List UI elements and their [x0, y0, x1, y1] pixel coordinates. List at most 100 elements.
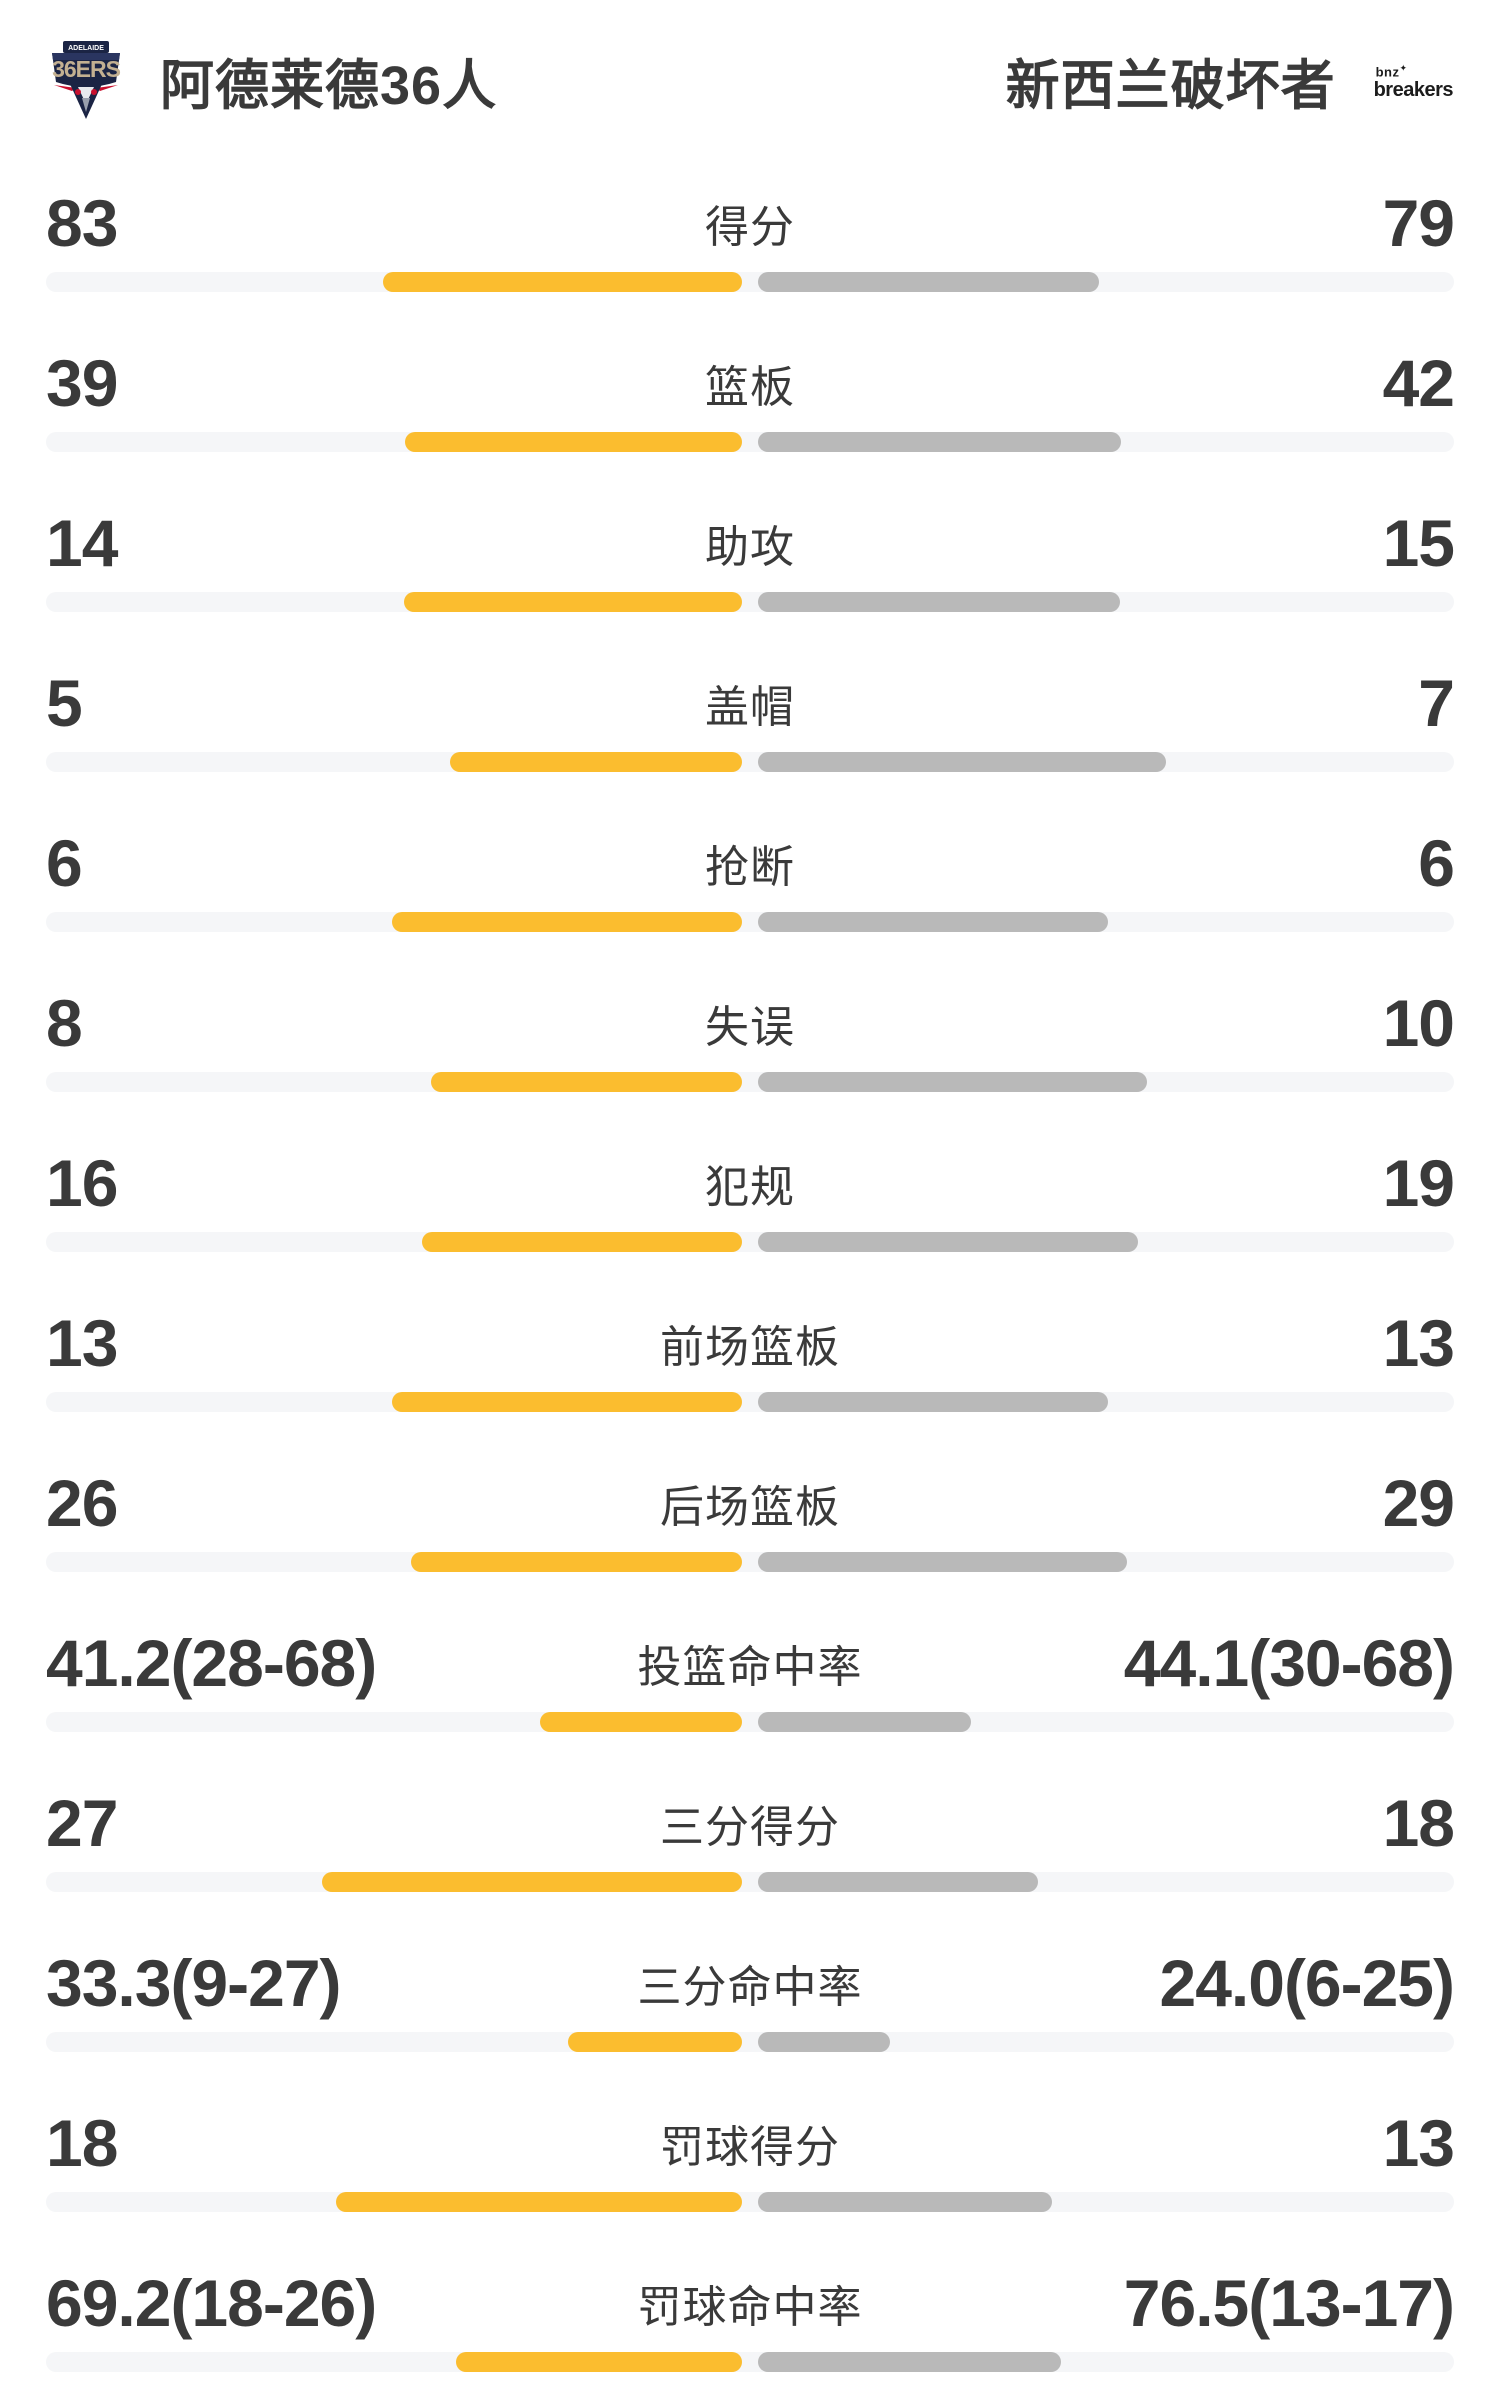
home-bar	[411, 1552, 742, 1572]
stat-row: 6 抢断 6	[0, 800, 1500, 960]
away-value: 18	[1382, 1786, 1455, 1860]
stat-row: 69.2(18-26) 罚球命中率 76.5(13-17)	[0, 2240, 1500, 2400]
stat-row: 26 后场篮板 29	[0, 1440, 1500, 1600]
away-bar	[758, 2192, 1052, 2212]
home-value: 41.2(28-68)	[46, 1626, 377, 1700]
home-value: 69.2(18-26)	[46, 2266, 377, 2340]
away-value: 13	[1382, 1306, 1455, 1380]
home-team-header: ADELAIDE 36ERS 阿德莱德36人	[48, 40, 1006, 120]
away-value: 76.5(13-17)	[1123, 2266, 1455, 2340]
away-bar	[758, 272, 1099, 292]
away-bar	[758, 1872, 1038, 1892]
stat-label: 抢断	[705, 843, 795, 892]
home-value: 14	[46, 506, 118, 580]
home-value: 33.3(9-27)	[46, 1946, 342, 2020]
stat-label: 盖帽	[705, 683, 795, 732]
stat-label: 罚球得分	[660, 2123, 840, 2172]
home-bar	[456, 2352, 742, 2372]
home-value: 6	[46, 826, 83, 900]
bar-track	[46, 272, 1454, 292]
home-value: 13	[46, 1306, 118, 1380]
home-team-name: 阿德莱德36人	[160, 55, 498, 116]
home-value: 83	[46, 186, 118, 260]
home-bar	[405, 432, 742, 452]
home-value: 8	[46, 986, 83, 1060]
stat-row: 27 三分得分 18	[0, 1760, 1500, 1920]
away-bar	[758, 912, 1108, 932]
away-value: 79	[1382, 186, 1455, 260]
home-value: 18	[46, 2106, 118, 2180]
away-value: 42	[1382, 346, 1455, 420]
home-value: 26	[46, 1466, 118, 1540]
away-value: 29	[1382, 1466, 1455, 1540]
away-value: 10	[1382, 986, 1455, 1060]
stat-row: 18 罚球得分 13	[0, 2080, 1500, 2240]
stat-label: 助攻	[705, 523, 795, 572]
home-bar	[431, 1072, 742, 1092]
home-value: 39	[46, 346, 118, 420]
away-bar	[758, 1232, 1138, 1252]
adelaide-36ers-logo-icon: ADELAIDE 36ERS	[52, 41, 122, 119]
stat-row: 83 得分 79	[0, 160, 1500, 320]
away-bar	[758, 1392, 1108, 1412]
away-bar	[758, 1712, 971, 1732]
bar-track	[46, 432, 1454, 452]
stat-row: 16 犯规 19	[0, 1120, 1500, 1280]
home-bar	[383, 272, 742, 292]
away-bar	[758, 1552, 1127, 1572]
stat-label: 得分	[705, 203, 795, 252]
bar-track	[46, 1712, 1454, 1732]
away-value: 44.1(30-68)	[1123, 1626, 1455, 1700]
stat-label: 篮板	[705, 363, 795, 412]
bar-track	[46, 1552, 1454, 1572]
bar-track	[46, 592, 1454, 612]
stat-row: 8 失误 10	[0, 960, 1500, 1120]
stat-label: 失误	[705, 1003, 795, 1052]
away-bar	[758, 2032, 890, 2052]
home-bar	[336, 2192, 742, 2212]
svg-text:ADELAIDE: ADELAIDE	[68, 45, 104, 52]
away-value: 6	[1418, 826, 1455, 900]
bnz-breakers-logo-icon: bnz✦ breakers	[1373, 62, 1454, 102]
stat-label: 投篮命中率	[637, 1643, 863, 1692]
bar-track	[46, 1232, 1454, 1252]
home-bar	[392, 1392, 742, 1412]
stat-label: 后场篮板	[660, 1483, 840, 1532]
stat-row: 39 篮板 42	[0, 320, 1500, 480]
stat-row: 13 前场篮板 13	[0, 1280, 1500, 1440]
away-bar	[758, 752, 1166, 772]
away-value: 19	[1382, 1146, 1455, 1220]
away-value: 24.0(6-25)	[1159, 1946, 1455, 2020]
away-value: 15	[1382, 506, 1455, 580]
svg-text:36ERS: 36ERS	[52, 56, 121, 82]
away-value: 13	[1382, 2106, 1455, 2180]
match-header: ADELAIDE 36ERS 阿德莱德36人 新西兰破坏者 bnz✦ break…	[0, 0, 1500, 160]
home-bar	[422, 1232, 742, 1252]
home-bar	[540, 1712, 742, 1732]
stat-label: 罚球命中率	[637, 2283, 863, 2332]
stat-label: 前场篮板	[660, 1323, 840, 1372]
stat-label: 三分得分	[660, 1803, 840, 1852]
stat-row: 41.2(28-68) 投篮命中率 44.1(30-68)	[0, 1600, 1500, 1760]
bar-track	[46, 1872, 1454, 1892]
home-bar	[392, 912, 742, 932]
bar-track	[46, 752, 1454, 772]
bar-track	[46, 2032, 1454, 2052]
stat-row: 14 助攻 15	[0, 480, 1500, 640]
stats-comparison-list: 83 得分 79 39 篮板 42 14 助攻 15	[0, 160, 1500, 2400]
stat-label: 犯规	[705, 1163, 795, 1212]
bar-track	[46, 2192, 1454, 2212]
stat-row: 33.3(9-27) 三分命中率 24.0(6-25)	[0, 1920, 1500, 2080]
home-bar	[404, 592, 742, 612]
home-bar	[568, 2032, 742, 2052]
stat-row: 5 盖帽 7	[0, 640, 1500, 800]
away-value: 7	[1418, 666, 1455, 740]
bar-track	[46, 2352, 1454, 2372]
bar-track	[46, 1072, 1454, 1092]
home-bar	[450, 752, 742, 772]
away-team-header: 新西兰破坏者 bnz✦ breakers	[1005, 41, 1454, 120]
away-team-name: 新西兰破坏者	[1005, 55, 1336, 116]
bar-track	[46, 912, 1454, 932]
home-bar	[322, 1872, 742, 1892]
away-bar	[758, 432, 1121, 452]
